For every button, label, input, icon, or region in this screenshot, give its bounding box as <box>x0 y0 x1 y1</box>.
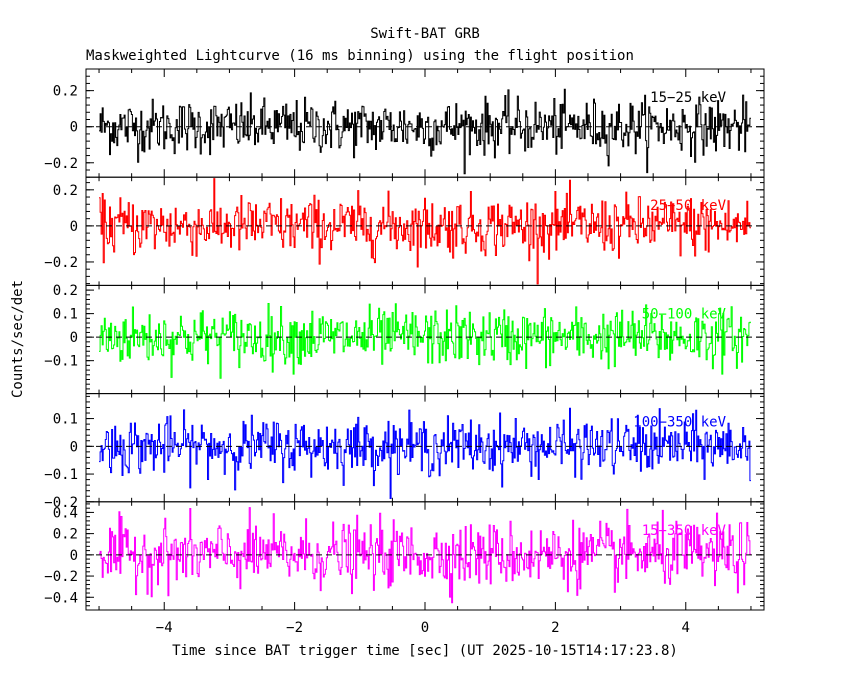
y-tick-label: 0.2 <box>53 283 78 299</box>
band-label: 15−25 keV <box>650 90 726 106</box>
x-axis-label: Time since BAT trigger time [sec] (UT 20… <box>172 643 678 659</box>
series-line-50-100-keV <box>99 303 751 379</box>
y-axis-label: Counts/sec/det <box>10 280 26 398</box>
series-line-25-50-keV <box>99 178 751 285</box>
y-tick-label: 0.2 <box>53 183 78 199</box>
band-label: 25−50 keV <box>650 198 726 214</box>
y-tick-label: 0.1 <box>53 412 78 428</box>
y-tick-label: 0.4 <box>53 505 78 521</box>
band-label: 100−350 keV <box>633 415 726 431</box>
y-tick-label: −0.1 <box>44 354 78 370</box>
band-label: 50−100 keV <box>642 306 727 322</box>
y-tick-label: 0 <box>70 219 78 235</box>
panel-2: −0.1 0 0.1 0.2 50−100 keV <box>44 283 765 395</box>
chart-title: Swift-BAT GRB <box>370 26 480 42</box>
band-label: 15−350 keV <box>642 523 727 539</box>
y-tick-label: 0 <box>70 439 78 455</box>
panel-0: −0.2 0 0.2 15−25 keV <box>44 68 765 178</box>
series-line-15-350-keV <box>99 507 751 604</box>
y-tick-label: −0.2 <box>44 495 78 511</box>
panels-group: −0.2 0 0.2 15−25 keV −0.2 0 0.2 25−50 keV −0.1 0 0… <box>44 68 765 636</box>
y-tick-label: 0.2 <box>53 84 78 100</box>
panel-4: −0.4 −0.2 0 0.2 0.4 15−350 keV <box>44 501 765 611</box>
y-tick-label: 0 <box>70 548 78 564</box>
y-tick-label: 0 <box>70 330 78 346</box>
y-tick-label: 0.2 <box>53 527 78 543</box>
x-tick-label: 2 <box>551 620 559 636</box>
y-tick-label: −0.2 <box>44 255 78 271</box>
y-tick-label: 0.1 <box>53 307 78 323</box>
y-tick-label: −0.1 <box>44 467 78 483</box>
y-tick-label: −0.2 <box>44 569 78 585</box>
y-tick-label: −0.2 <box>44 156 78 172</box>
x-tick-label: −2 <box>286 620 303 636</box>
x-tick-label: −4 <box>156 620 173 636</box>
panel-1: −0.2 0 0.2 25−50 keV <box>44 176 765 286</box>
panel-3: −0.2 −0.1 0 0.1 100−350 keV <box>44 393 765 511</box>
series-line-100-350-keV <box>99 407 751 499</box>
series-line-15-25-keV <box>99 88 751 175</box>
chart-subtitle: Maskweighted Lightcurve (16 ms binning) … <box>86 48 634 64</box>
y-tick-label: 0 <box>70 120 78 136</box>
y-tick-label: −0.4 <box>44 590 78 606</box>
x-tick-label: 0 <box>421 620 429 636</box>
x-tick-label: 4 <box>682 620 690 636</box>
